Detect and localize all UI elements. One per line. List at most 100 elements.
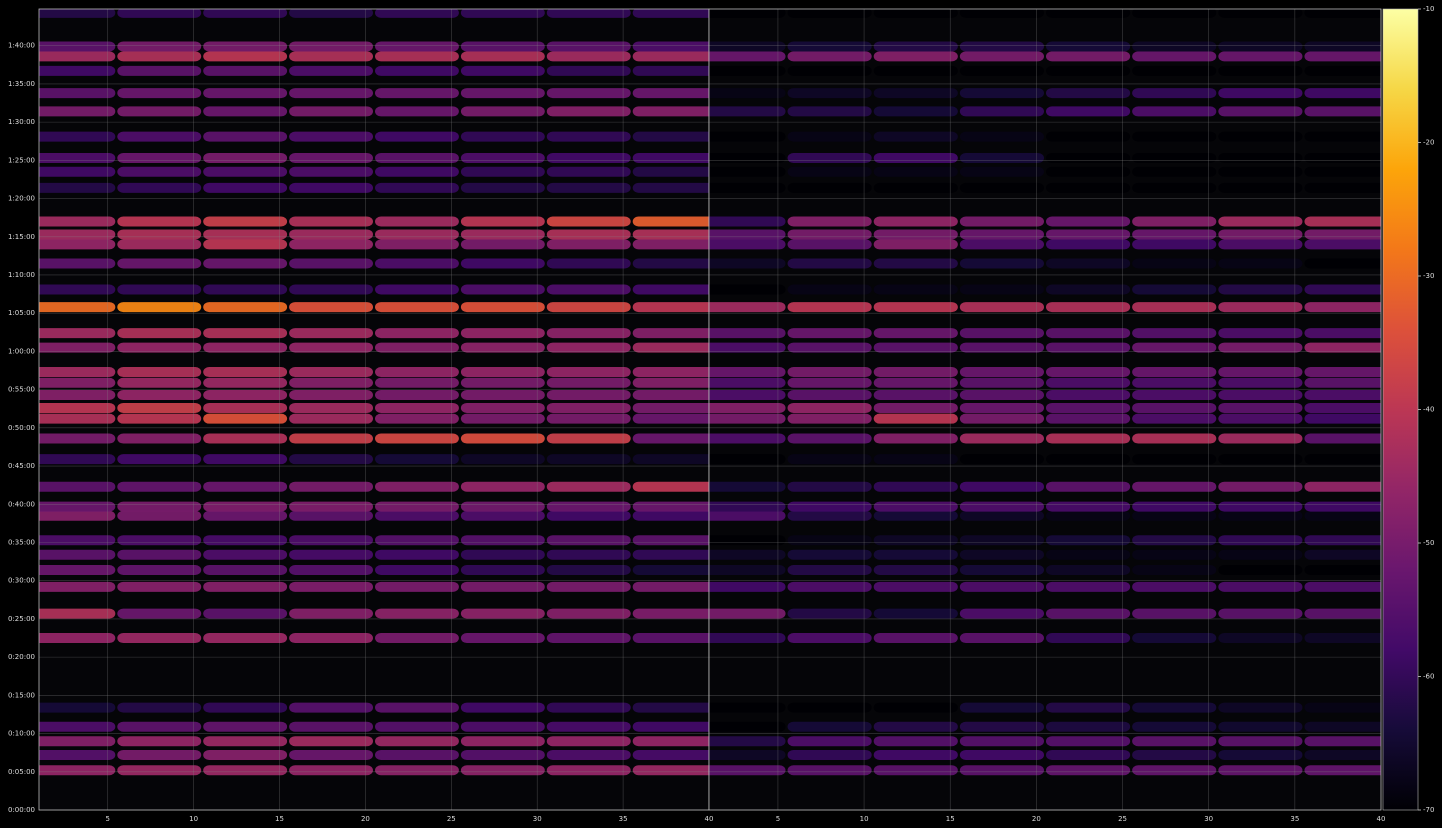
heat-cell [787, 501, 872, 512]
heat-cell [117, 342, 202, 353]
heat-cell [1132, 166, 1217, 177]
heat-cell [1304, 765, 1381, 776]
y-tick-label: 0:15:00 [8, 691, 35, 699]
heat-cell [1218, 633, 1303, 644]
heat-cell [1046, 131, 1131, 142]
heat-cell [1046, 284, 1131, 295]
heat-cell [203, 433, 288, 444]
heat-cell [460, 510, 545, 521]
heat-cell [289, 454, 373, 465]
y-tick-label: 1:35:00 [8, 80, 35, 88]
heat-cell [1218, 510, 1303, 521]
heat-cell [203, 749, 288, 760]
heat-cell [1132, 51, 1217, 62]
plot-frame [708, 8, 1382, 811]
heat-cell [1132, 749, 1217, 760]
heat-cell [709, 481, 786, 492]
heat-cell [632, 454, 709, 465]
heat-cell [709, 284, 786, 295]
heat-cell [39, 633, 116, 644]
heat-cell [959, 9, 1044, 18]
heat-cell [117, 565, 202, 576]
heat-cell [632, 302, 709, 313]
heat-cell [203, 481, 288, 492]
heat-cell [873, 389, 958, 400]
heat-cell [460, 402, 545, 413]
heat-cell [1132, 608, 1217, 619]
heat-cell [1132, 367, 1217, 378]
heat-cell [1046, 166, 1131, 177]
heat-cell [546, 284, 631, 295]
heat-cell [39, 153, 116, 164]
heat-cell [1046, 433, 1131, 444]
heat-cell [289, 106, 373, 117]
heat-cell [873, 328, 958, 339]
heat-cell [546, 131, 631, 142]
heat-cell [1304, 377, 1381, 388]
heat-cell [375, 413, 459, 424]
y-tick-label: 0:25:00 [8, 615, 35, 623]
heat-cell [959, 216, 1044, 227]
heat-cell [787, 565, 872, 576]
heat-cell [39, 481, 116, 492]
heat-cell [460, 131, 545, 142]
heat-cell [787, 765, 872, 776]
heat-cell [1046, 342, 1131, 353]
heat-cell [546, 501, 631, 512]
heat-cell [632, 581, 709, 592]
heat-cell [203, 510, 288, 521]
heat-cell [1218, 702, 1303, 713]
heat-cell [787, 41, 872, 52]
heat-cell [289, 501, 373, 512]
heat-cell [546, 229, 631, 240]
x-tick-label: 25 [447, 815, 456, 823]
heat-cell [460, 284, 545, 295]
heat-cell [1046, 216, 1131, 227]
heat-cell [1132, 454, 1217, 465]
heat-cell [709, 65, 786, 76]
heat-cell [959, 284, 1044, 295]
heat-cell [460, 749, 545, 760]
heat-cell [1132, 389, 1217, 400]
heat-cell [1218, 88, 1303, 99]
heat-cell [375, 367, 459, 378]
heat-cell [289, 433, 373, 444]
heat-cell [546, 565, 631, 576]
heat-cell [1218, 765, 1303, 776]
heat-cell [787, 239, 872, 250]
heat-cell [1046, 229, 1131, 240]
heat-cell [203, 284, 288, 295]
y-tick-label: 0:05:00 [8, 768, 35, 776]
heat-cell [1218, 153, 1303, 164]
heat-cell [39, 535, 116, 546]
heat-cell [117, 377, 202, 388]
heat-cell [1046, 749, 1131, 760]
heat-cell [959, 342, 1044, 353]
heat-cell [787, 581, 872, 592]
heat-cell [873, 9, 958, 18]
heat-cell [460, 481, 545, 492]
heat-cell [632, 182, 709, 193]
heat-cell [289, 413, 373, 424]
heat-cell [959, 131, 1044, 142]
heat-cell [1218, 166, 1303, 177]
heat-cell [1218, 51, 1303, 62]
heat-cell [289, 608, 373, 619]
heat-cell [375, 501, 459, 512]
heat-cell [787, 284, 872, 295]
heat-cell [289, 153, 373, 164]
heat-cell [460, 182, 545, 193]
heat-cell [959, 182, 1044, 193]
heat-cell [959, 736, 1044, 747]
heat-cell [787, 402, 872, 413]
heat-cell [375, 131, 459, 142]
heat-cell [959, 106, 1044, 117]
heat-cell [460, 608, 545, 619]
heat-cell [39, 216, 116, 227]
heat-cell [39, 608, 116, 619]
heat-cell [39, 501, 116, 512]
heat-cell [460, 377, 545, 388]
heat-cell [1304, 342, 1381, 353]
heat-cell [1046, 239, 1131, 250]
